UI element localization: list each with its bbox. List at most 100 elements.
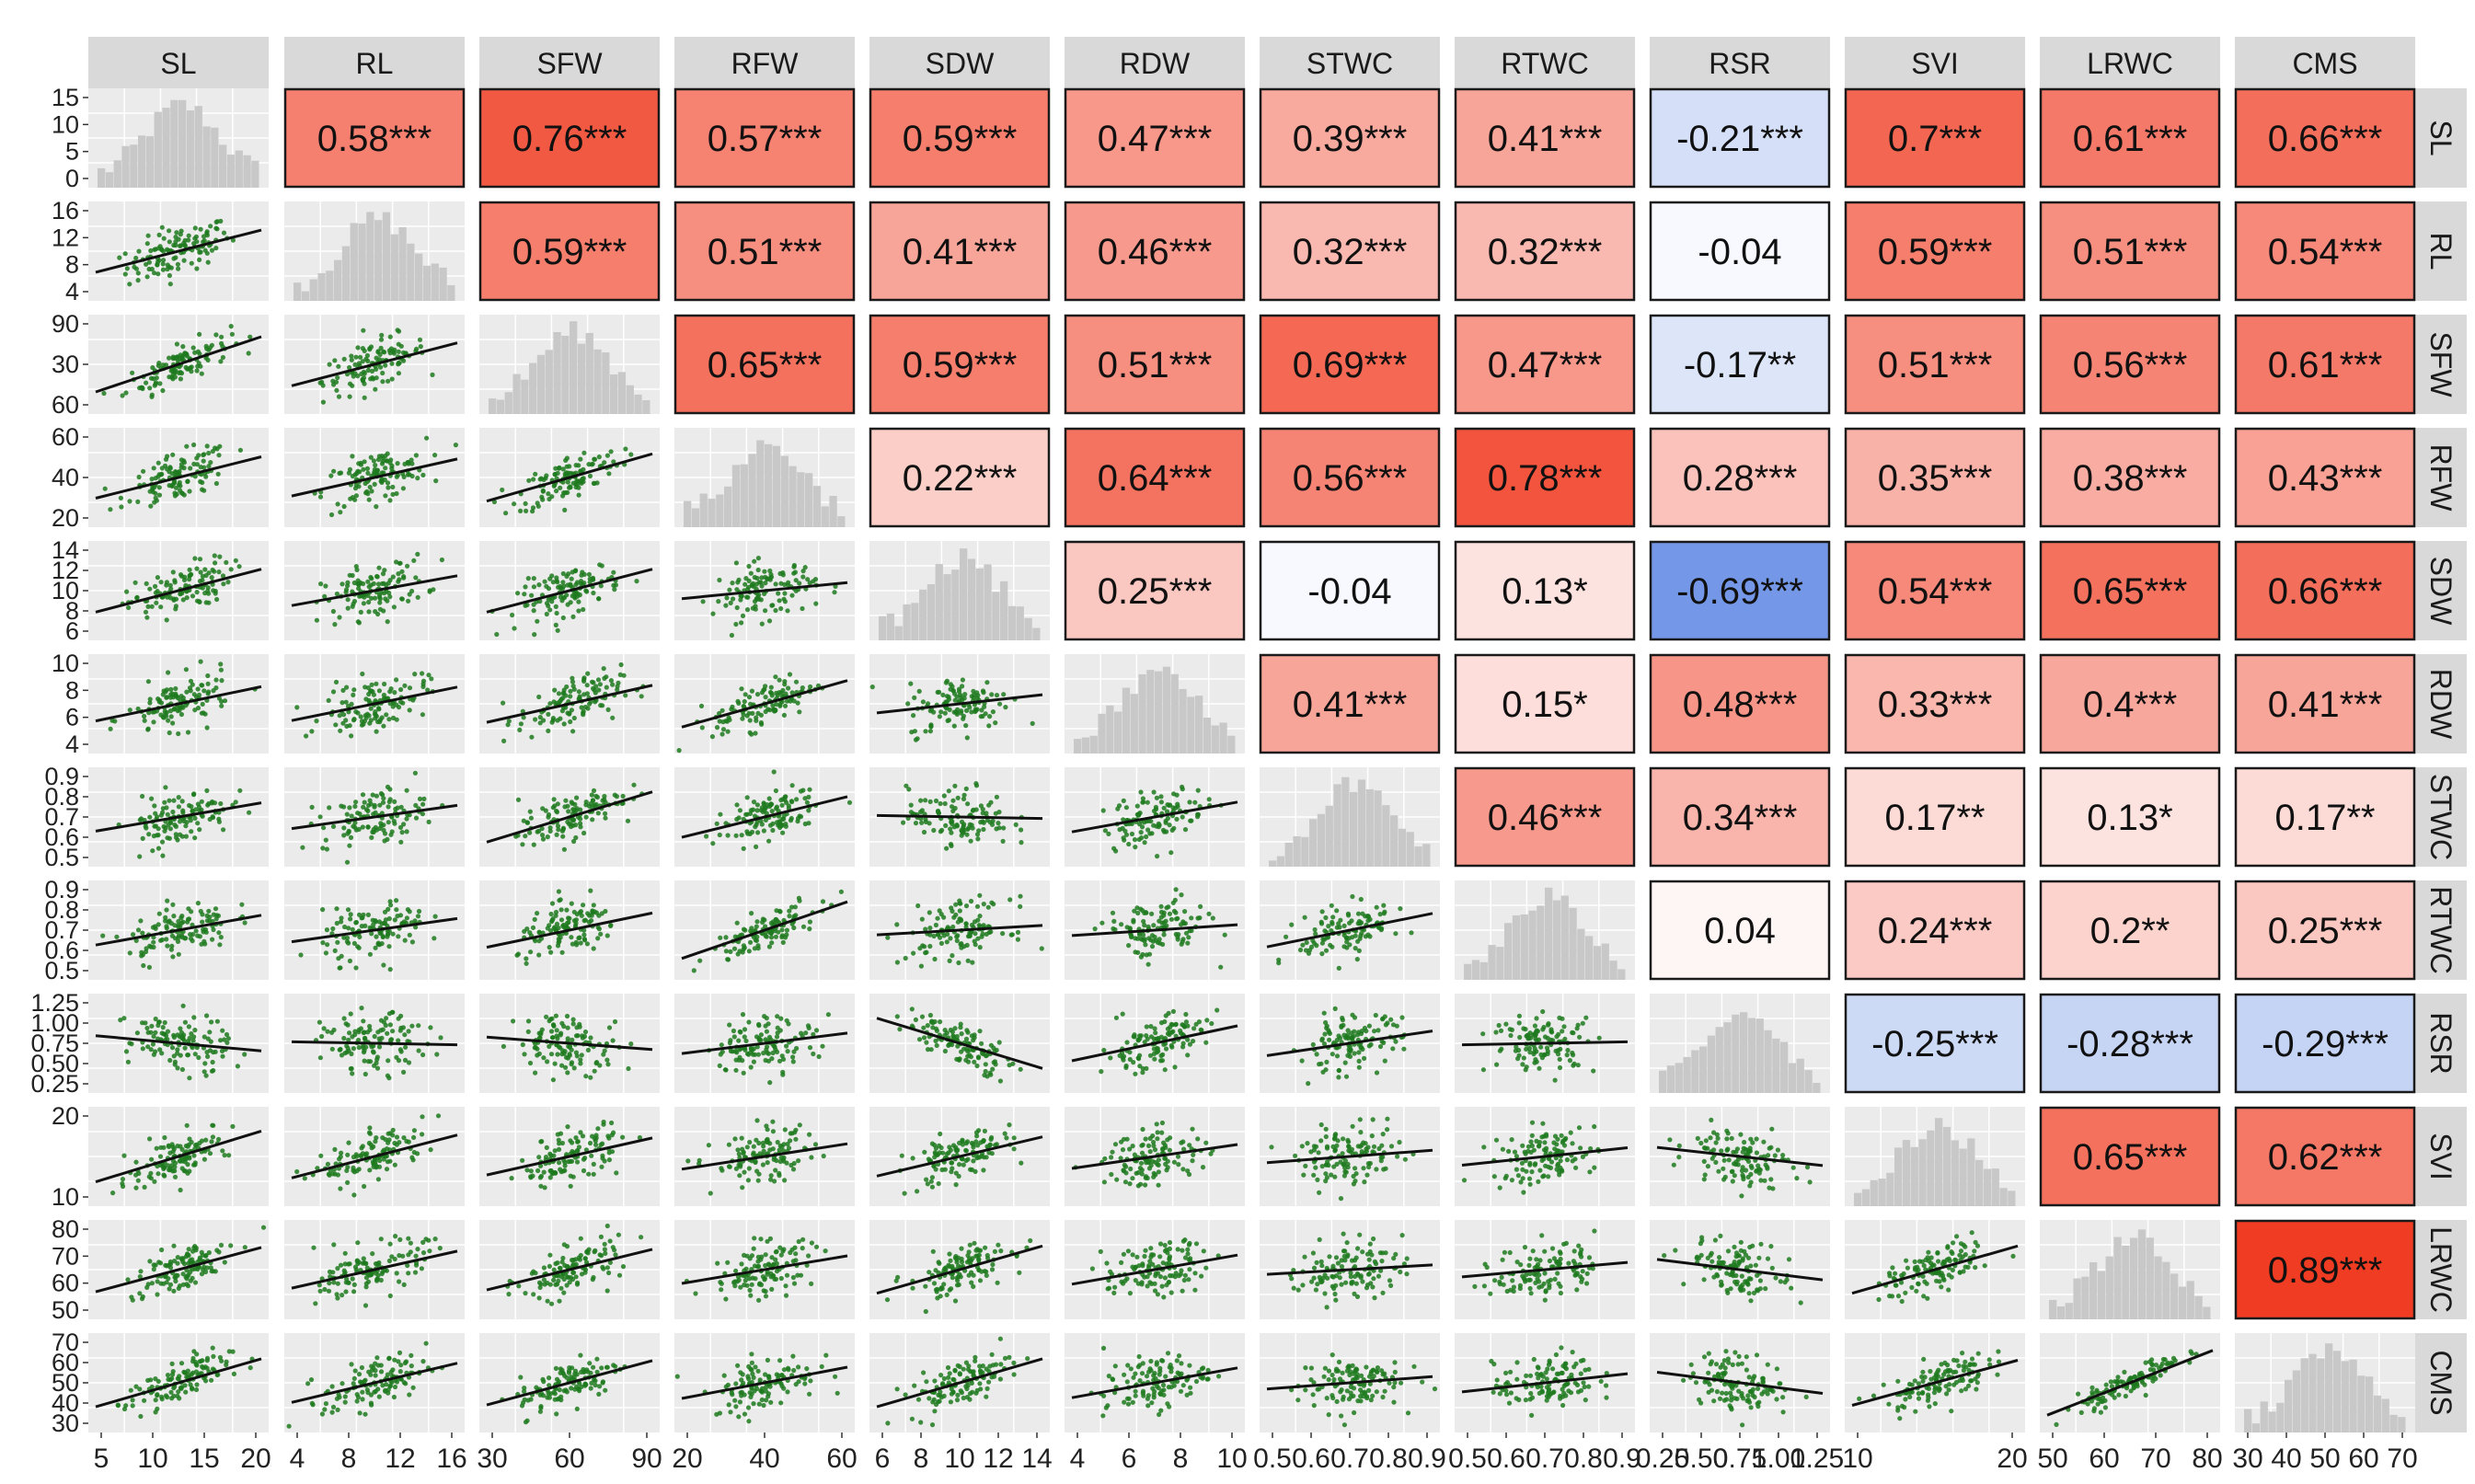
- scatter-point: [206, 800, 212, 807]
- scatter-point: [237, 788, 243, 793]
- scatter-point: [341, 1035, 347, 1041]
- scatter-point: [1167, 911, 1173, 916]
- scatter-point: [210, 1059, 215, 1065]
- scatter-point: [559, 949, 565, 955]
- scatter-point: [366, 802, 372, 809]
- scatter-point: [344, 811, 350, 817]
- scatter-point: [340, 700, 345, 706]
- scatter-point: [164, 926, 169, 931]
- scatter-point: [1175, 937, 1180, 942]
- scatter-point: [581, 450, 587, 455]
- scatter-point: [749, 582, 754, 588]
- scatter-point: [551, 797, 557, 802]
- scatter-point: [209, 1068, 215, 1074]
- histogram-bar: [243, 155, 251, 188]
- corr-cell: 0.41***: [1259, 653, 1441, 754]
- scatter-point: [943, 823, 949, 829]
- scatter-point: [812, 577, 819, 582]
- scatter-point: [334, 591, 340, 597]
- histogram-bar: [1219, 722, 1227, 754]
- scatter-point: [1039, 946, 1044, 951]
- corr-cell: 0.59***: [869, 87, 1051, 189]
- scatter-point: [340, 581, 345, 587]
- scatter-point: [554, 610, 559, 616]
- scatter-point: [1352, 1029, 1357, 1034]
- scatter-point: [168, 714, 174, 719]
- histogram-bar: [496, 399, 505, 414]
- scatter-point: [1323, 948, 1330, 953]
- scatter-point: [178, 352, 183, 358]
- scatter-point: [755, 710, 761, 717]
- scatter-point: [758, 1032, 765, 1038]
- scatter-point: [345, 580, 351, 585]
- scatter-point: [758, 597, 764, 603]
- scatter-point: [134, 594, 140, 600]
- scatter-point: [192, 225, 198, 231]
- scatter-point: [155, 271, 161, 277]
- trend-line: [291, 574, 458, 607]
- scatter-point: [700, 599, 706, 604]
- scatter-point: [198, 908, 203, 915]
- scatter-point: [432, 453, 438, 458]
- scatter-point: [717, 577, 722, 583]
- histogram-bar: [1333, 784, 1341, 867]
- scatter-point: [1178, 1028, 1183, 1033]
- scatter-point: [554, 808, 559, 814]
- scatter-point: [341, 825, 347, 831]
- scatter-point: [349, 733, 354, 739]
- scatter-point: [524, 602, 530, 608]
- scatter-point: [373, 945, 378, 950]
- histogram-bar: [1406, 832, 1414, 867]
- scatter-point: [1350, 1012, 1355, 1018]
- scatter-point: [320, 846, 326, 851]
- scatter-point: [514, 952, 520, 958]
- scatter-point: [787, 914, 792, 919]
- scatter-point: [453, 443, 458, 448]
- scatter-point: [208, 224, 213, 229]
- scatter-point: [1340, 1015, 1345, 1021]
- scatter-point: [533, 1070, 538, 1076]
- scatter-point: [977, 945, 983, 950]
- histogram-bar: [935, 564, 943, 640]
- scatter-point: [343, 718, 349, 723]
- scatter-point: [389, 376, 395, 382]
- scatter-point: [915, 903, 921, 909]
- scatter-point: [362, 395, 367, 400]
- scatter-point: [317, 1019, 322, 1025]
- scatter-point: [220, 573, 226, 579]
- scatter-point: [512, 626, 517, 631]
- scatter-point: [183, 823, 189, 829]
- histogram-bar: [879, 615, 887, 640]
- scatter-point: [369, 595, 374, 601]
- scatter-point: [773, 607, 778, 614]
- scatter-point: [970, 808, 975, 813]
- scatter-point: [741, 947, 746, 952]
- scatter-point: [539, 833, 546, 838]
- scatter-point: [718, 811, 723, 817]
- scatter-point: [147, 814, 153, 820]
- scatter-point: [1134, 803, 1140, 809]
- scatter-point: [979, 1041, 984, 1046]
- scatter-point: [161, 823, 167, 830]
- scatter-point: [176, 730, 181, 737]
- scatter-point: [800, 569, 806, 574]
- scatter-point: [222, 1037, 227, 1042]
- scatter-point: [1347, 920, 1353, 926]
- scatter-point: [592, 480, 597, 487]
- scatter-point: [341, 356, 347, 362]
- scatter-point: [537, 477, 543, 482]
- scatter-point: [545, 1059, 550, 1064]
- scatter-point: [196, 453, 201, 458]
- row-label: SFW: [2424, 331, 2458, 397]
- scatter-point: [407, 707, 412, 713]
- scatter-point: [204, 1050, 210, 1055]
- scatter-point: [544, 1014, 549, 1019]
- scatter-point: [170, 356, 176, 362]
- scatter-point: [1018, 1066, 1023, 1072]
- histogram-bar: [1114, 711, 1122, 754]
- scatter-point: [181, 258, 187, 263]
- scatter-point: [743, 811, 749, 817]
- scatter-point: [379, 479, 385, 486]
- scatter-point: [396, 934, 401, 939]
- scatter-point: [967, 1053, 973, 1058]
